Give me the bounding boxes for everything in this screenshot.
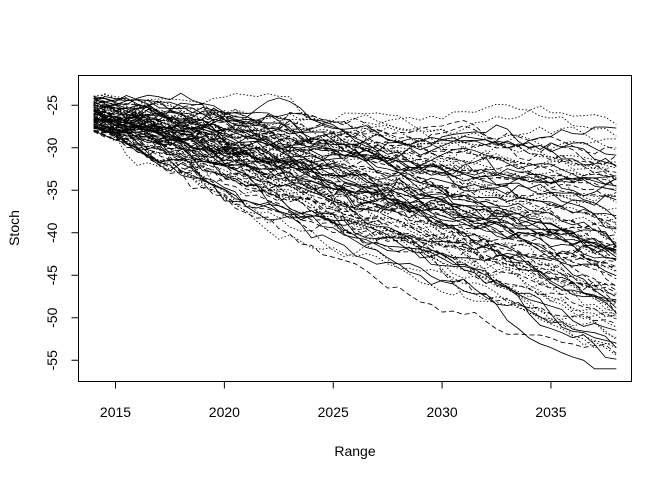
- series-line: [93, 130, 617, 262]
- series-line: [93, 109, 617, 258]
- series-line: [93, 104, 617, 237]
- y-tick-label: -45: [44, 265, 60, 285]
- series-line: [93, 103, 617, 178]
- series-line: [93, 106, 617, 166]
- x-tick-label: 2015: [100, 404, 131, 420]
- series-line: [93, 105, 617, 305]
- x-tick-label: 2025: [318, 404, 349, 420]
- series-line: [93, 117, 617, 207]
- series-line: [93, 101, 617, 298]
- series-line: [93, 103, 617, 139]
- series-line: [93, 121, 617, 229]
- series-line: [93, 94, 617, 198]
- y-tick-label: -40: [44, 222, 60, 242]
- x-axis: 2015 2020 2025 2030 2035: [100, 381, 567, 420]
- series-line: [93, 118, 617, 354]
- series-line: [93, 99, 617, 277]
- series-line: [93, 110, 617, 318]
- series-line: [93, 129, 617, 317]
- series-line: [93, 117, 617, 167]
- series-line: [93, 120, 617, 297]
- series-line: [93, 119, 617, 320]
- series-line: [93, 106, 617, 261]
- x-tick-label: 2020: [209, 404, 240, 420]
- series-line: [93, 92, 617, 197]
- x-axis-title: Range: [334, 443, 375, 459]
- y-tick-label: -25: [44, 95, 60, 115]
- series-line: [93, 115, 617, 247]
- series-line: [93, 110, 617, 309]
- series-line: [93, 123, 617, 203]
- series-line: [93, 108, 617, 211]
- series-line: [93, 99, 617, 184]
- series-line: [93, 100, 617, 217]
- series-line: [93, 103, 617, 159]
- series-line: [93, 103, 617, 331]
- series-line: [93, 111, 617, 150]
- y-tick-label: -35: [44, 180, 60, 200]
- x-tick-label: 2035: [535, 404, 566, 420]
- series-line: [93, 126, 617, 344]
- series-line: [93, 104, 617, 247]
- y-tick-label: -55: [44, 350, 60, 370]
- series-line: [93, 110, 617, 349]
- series-line: [93, 108, 617, 312]
- series-layer: [93, 92, 617, 370]
- series-line: [93, 101, 617, 219]
- series-line: [93, 108, 617, 230]
- series-line: [93, 110, 617, 313]
- y-axis: -25 -30 -35 -40 -45 -50 -55: [44, 95, 79, 370]
- series-line: [93, 107, 617, 156]
- series-line: [93, 97, 617, 257]
- series-line: [93, 109, 617, 302]
- series-line: [93, 106, 617, 328]
- y-tick-label: -50: [44, 307, 60, 327]
- series-line: [93, 106, 617, 160]
- series-line: [93, 96, 617, 251]
- y-axis-title: Stoch: [6, 210, 22, 246]
- y-tick-label: -30: [44, 137, 60, 157]
- x-tick-label: 2030: [427, 404, 458, 420]
- series-line: [93, 121, 617, 189]
- series-line: [93, 130, 617, 262]
- series-line: [93, 110, 617, 349]
- series-line: [93, 102, 617, 356]
- series-line: [93, 105, 617, 360]
- series-line: [93, 120, 617, 170]
- series-line: [93, 98, 617, 340]
